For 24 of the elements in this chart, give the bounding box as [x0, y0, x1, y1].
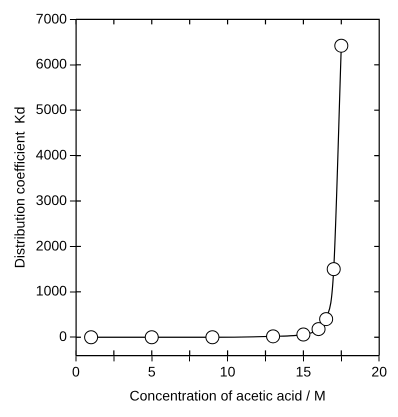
- y-tick-label: 7000: [36, 10, 68, 26]
- point: [266, 329, 280, 344]
- x-axis-title: Concentration of acetic acid / M: [130, 387, 326, 404]
- y-tick-label: 0: [59, 328, 68, 344]
- y-tick-label: 5000: [36, 101, 68, 118]
- point: [144, 330, 159, 344]
- x-tick-label: 15: [296, 364, 312, 380]
- point: [296, 328, 310, 342]
- y-tick-label: 6000: [36, 56, 68, 72]
- y-axis-title: Distribution coefficient Kd: [11, 106, 28, 268]
- y-tick-label: 1000: [36, 282, 68, 299]
- x-tick-label: 0: [72, 364, 80, 380]
- x-tick-label: 10: [220, 364, 236, 380]
- y-tick-label: 4000: [36, 146, 68, 162]
- point: [312, 322, 326, 336]
- y-tick-label: 2000: [36, 237, 68, 254]
- point: [319, 312, 334, 326]
- point: [84, 330, 98, 344]
- x-tick-label: 5: [148, 364, 156, 380]
- y-tick-label: 3000: [36, 192, 68, 208]
- point: [326, 262, 341, 276]
- x-tick-label: 20: [371, 364, 388, 380]
- point: [205, 330, 220, 344]
- point: [334, 38, 348, 53]
